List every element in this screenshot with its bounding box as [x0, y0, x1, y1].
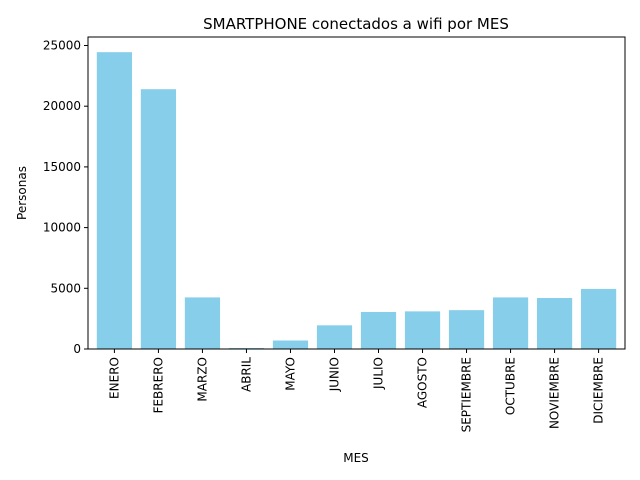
y-tick-label: 5000: [50, 281, 81, 295]
x-tick-label: DICIEMBRE: [592, 357, 606, 424]
bar-noviembre: [536, 298, 573, 349]
x-tick-label: MAYO: [283, 357, 297, 391]
x-tick-label: AGOSTO: [416, 357, 430, 408]
bar-marzo: [184, 297, 221, 349]
y-tick-label: 0: [73, 342, 81, 356]
bar-junio: [316, 325, 353, 349]
x-axis-label: MES: [343, 451, 369, 465]
bar-enero: [96, 52, 133, 349]
bar-octubre: [492, 297, 529, 349]
y-axis-label: Personas: [15, 166, 29, 220]
x-tick-label: NOVIEMBRE: [548, 357, 562, 429]
bar-diciembre: [580, 288, 617, 349]
bar-febrero: [140, 89, 177, 349]
bar-agosto: [404, 311, 441, 349]
x-tick-label: OCTUBRE: [504, 357, 518, 415]
chart-title: SMARTPHONE conectados a wifi por MES: [203, 15, 509, 33]
x-tick-label: ENERO: [107, 357, 121, 399]
y-tick-label: 20000: [43, 99, 81, 113]
bars-group: [96, 52, 617, 349]
bar-julio: [360, 311, 397, 349]
y-axis: 0 5000 10000 15000 20000 25000: [43, 38, 88, 356]
bar-septiembre: [448, 310, 485, 349]
x-tick-label: SEPTIEMBRE: [460, 357, 474, 432]
x-axis: ENERO FEBRERO MARZO ABRIL MAYO JUNIO JULIO AGOS…: [107, 349, 606, 432]
plot-frame: [87, 36, 626, 350]
y-tick-label: 10000: [43, 221, 81, 235]
x-tick-label: FEBRERO: [151, 357, 165, 413]
y-tick-label: 25000: [43, 38, 81, 52]
x-tick-label: MARZO: [195, 357, 209, 402]
bar-mayo: [272, 340, 309, 349]
x-tick-label: ABRIL: [239, 357, 253, 392]
x-tick-label: JUNIO: [327, 357, 341, 392]
x-tick-label: JULIO: [372, 357, 386, 390]
y-tick-label: 15000: [43, 160, 81, 174]
